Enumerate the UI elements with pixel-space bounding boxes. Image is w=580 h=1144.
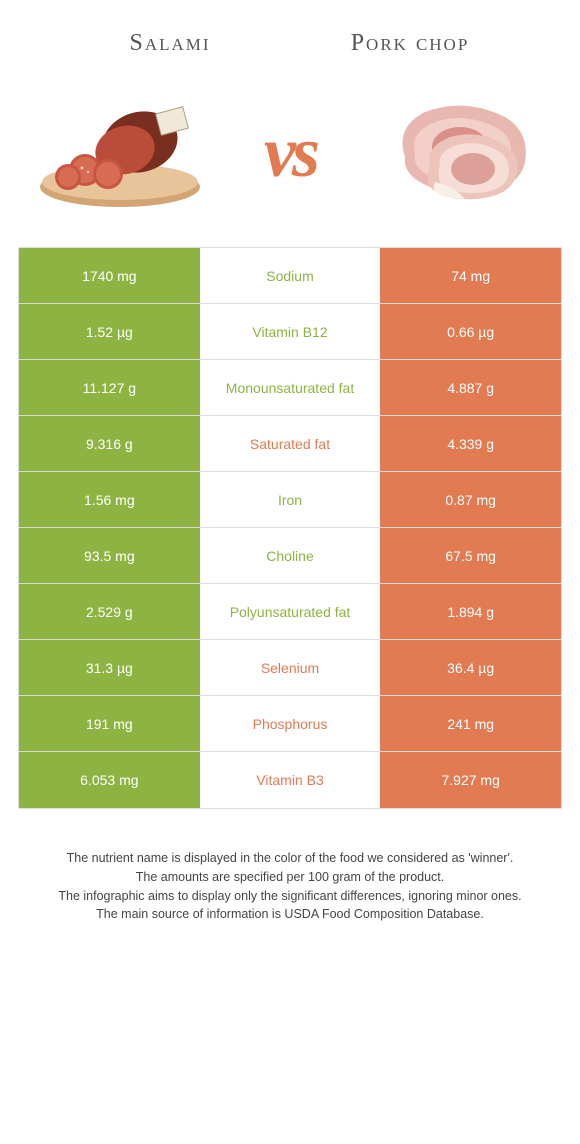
left-value-cell: 1.52 µg (19, 304, 200, 359)
left-value-cell: 93.5 mg (19, 528, 200, 583)
salami-image (30, 87, 210, 217)
table-row: 31.3 µgSelenium36.4 µg (19, 640, 561, 696)
table-row: 191 mgPhosphorus241 mg (19, 696, 561, 752)
left-value-cell: 1.56 mg (19, 472, 200, 527)
left-value-cell: 2.529 g (19, 584, 200, 639)
vs-label: vs (264, 116, 316, 188)
right-value-cell: 0.87 mg (380, 472, 561, 527)
nutrient-name-cell: Vitamin B12 (200, 304, 381, 359)
left-value-cell: 6.053 mg (19, 752, 200, 808)
left-value-cell: 11.127 g (19, 360, 200, 415)
right-value-cell: 1.894 g (380, 584, 561, 639)
footer-line: The nutrient name is displayed in the co… (30, 849, 550, 868)
right-value-cell: 7.927 mg (380, 752, 561, 808)
right-value-cell: 74 mg (380, 248, 561, 303)
images-row: vs (0, 67, 580, 247)
footer-notes: The nutrient name is displayed in the co… (30, 849, 550, 924)
nutrient-name-cell: Monounsaturated fat (200, 360, 381, 415)
table-row: 11.127 gMonounsaturated fat4.887 g (19, 360, 561, 416)
comparison-table: 1740 mgSodium74 mg1.52 µgVitamin B120.66… (18, 247, 562, 809)
left-value-cell: 31.3 µg (19, 640, 200, 695)
left-value-cell: 191 mg (19, 696, 200, 751)
table-row: 6.053 mgVitamin B37.927 mg (19, 752, 561, 808)
footer-line: The infographic aims to display only the… (30, 887, 550, 906)
nutrient-name-cell: Selenium (200, 640, 381, 695)
table-row: 1.52 µgVitamin B120.66 µg (19, 304, 561, 360)
header: Salami Pork chop (0, 0, 580, 67)
right-food-title: Pork chop (290, 30, 530, 57)
nutrient-name-cell: Polyunsaturated fat (200, 584, 381, 639)
left-food-title: Salami (50, 30, 290, 57)
footer-line: The main source of information is USDA F… (30, 905, 550, 924)
left-value-cell: 9.316 g (19, 416, 200, 471)
right-value-cell: 67.5 mg (380, 528, 561, 583)
right-value-cell: 241 mg (380, 696, 561, 751)
nutrient-name-cell: Sodium (200, 248, 381, 303)
porkchop-image (370, 87, 550, 217)
table-row: 2.529 gPolyunsaturated fat1.894 g (19, 584, 561, 640)
left-value-cell: 1740 mg (19, 248, 200, 303)
right-value-cell: 0.66 µg (380, 304, 561, 359)
right-value-cell: 4.339 g (380, 416, 561, 471)
nutrient-name-cell: Choline (200, 528, 381, 583)
nutrient-name-cell: Vitamin B3 (200, 752, 381, 808)
nutrient-name-cell: Saturated fat (200, 416, 381, 471)
table-row: 93.5 mgCholine67.5 mg (19, 528, 561, 584)
nutrient-name-cell: Iron (200, 472, 381, 527)
right-value-cell: 4.887 g (380, 360, 561, 415)
nutrient-name-cell: Phosphorus (200, 696, 381, 751)
right-value-cell: 36.4 µg (380, 640, 561, 695)
table-row: 1740 mgSodium74 mg (19, 248, 561, 304)
footer-line: The amounts are specified per 100 gram o… (30, 868, 550, 887)
table-row: 9.316 gSaturated fat4.339 g (19, 416, 561, 472)
table-row: 1.56 mgIron0.87 mg (19, 472, 561, 528)
